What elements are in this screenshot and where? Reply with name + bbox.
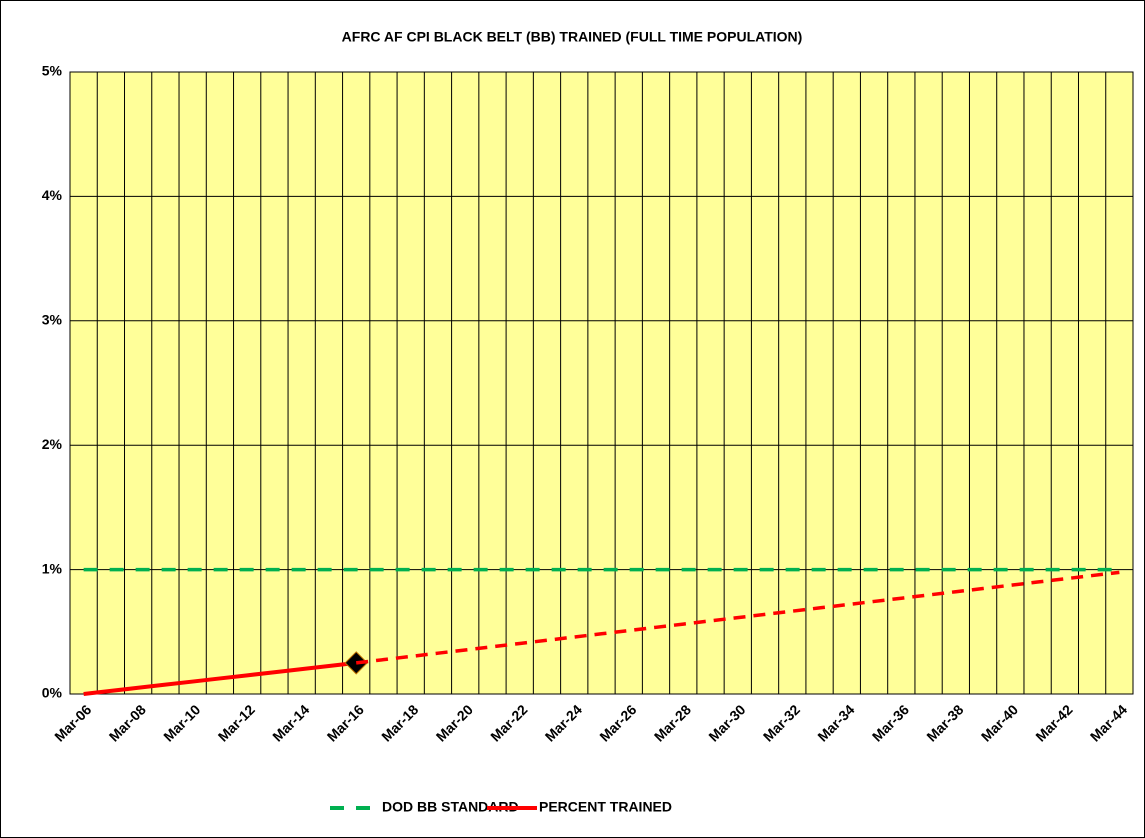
chart-title: AFRC AF CPI BLACK BELT (BB) TRAINED (FUL… (342, 29, 803, 45)
y-tick-label: 5% (42, 63, 63, 79)
legend-label: PERCENT TRAINED (539, 799, 672, 815)
line-series (355, 570, 1120, 665)
plot-area (69, 71, 1134, 695)
marker (344, 651, 368, 675)
legend-label: DOD BB STANDARD (382, 799, 519, 815)
y-tick-label: 3% (42, 312, 63, 328)
y-tick-label: 4% (42, 187, 63, 203)
y-tick-label: 2% (42, 436, 63, 452)
y-tick-label: 1% (42, 560, 63, 576)
y-tick-label: 0% (42, 685, 63, 701)
line-series (83, 660, 357, 696)
